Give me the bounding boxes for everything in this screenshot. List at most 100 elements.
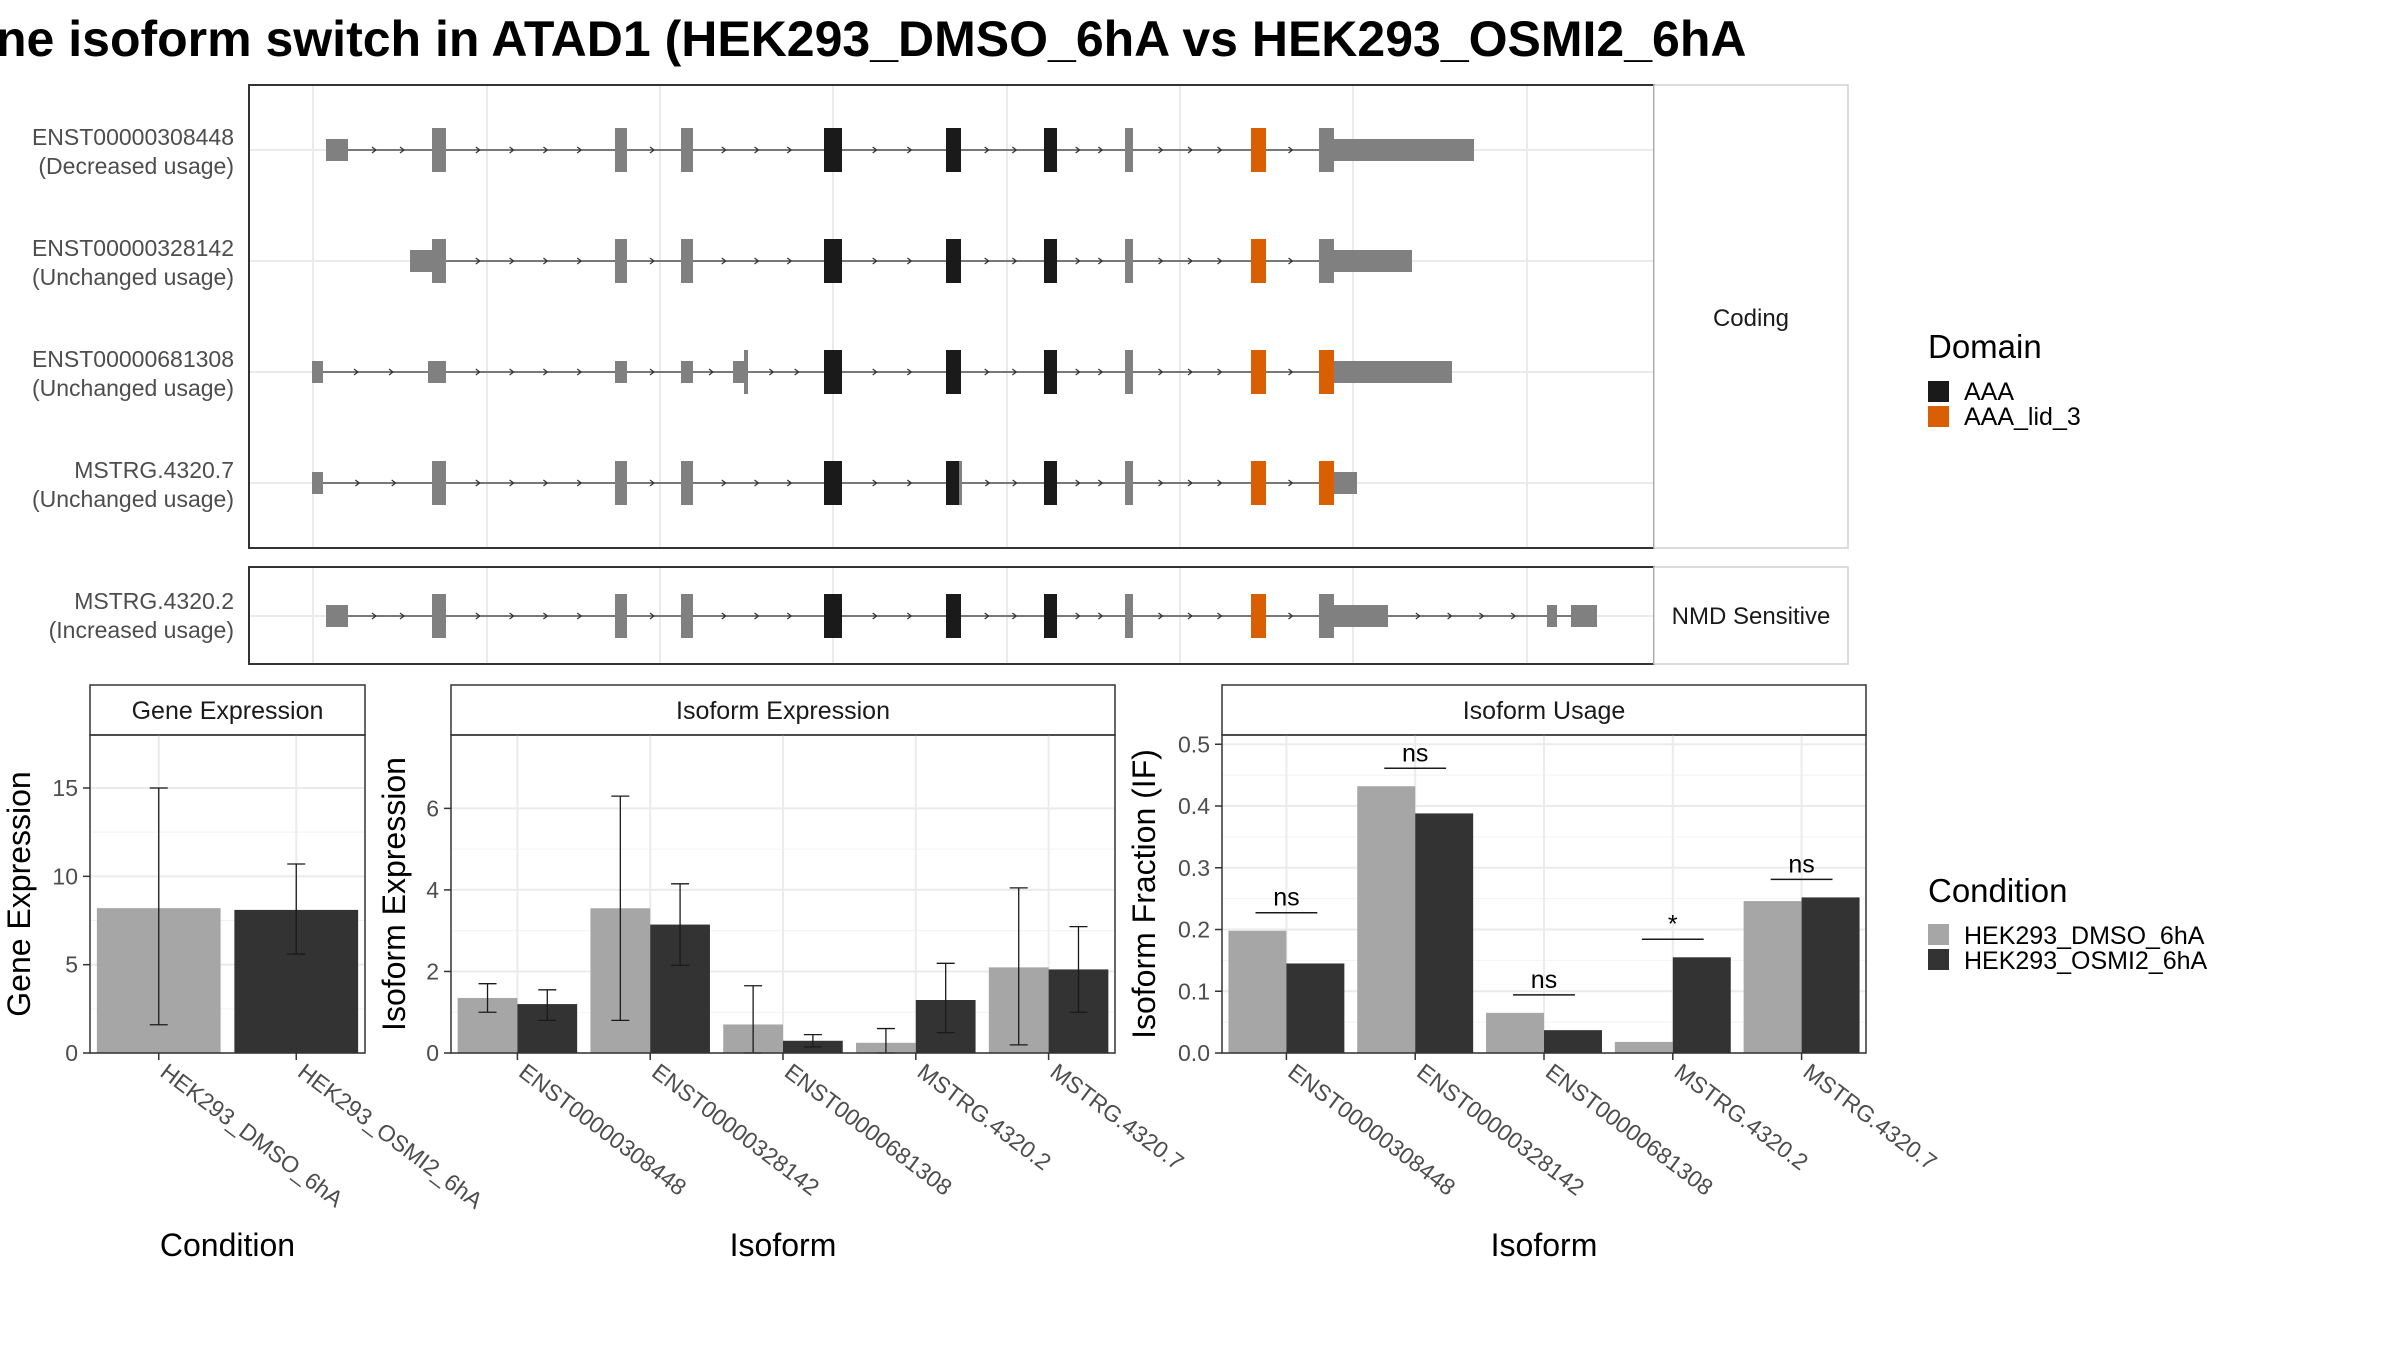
- intron-arrow: [906, 479, 913, 487]
- intron-arrow: [1011, 368, 1018, 376]
- exon: [1334, 605, 1388, 627]
- aaa-domain-exon: [1044, 239, 1057, 283]
- intron-arrow: [1158, 479, 1164, 487]
- exon: [615, 128, 627, 172]
- exon: [681, 128, 693, 172]
- intron-arrow: [1012, 479, 1018, 487]
- exon: [1547, 605, 1557, 627]
- intron-arrow: [1187, 146, 1193, 154]
- exon: [615, 239, 627, 283]
- intron-arrow: [786, 479, 793, 487]
- exon: [615, 361, 627, 383]
- intron-arrow: [1158, 146, 1164, 154]
- intron-arrow: [509, 146, 515, 154]
- exon: [1334, 139, 1474, 161]
- intron-arrow: [543, 257, 549, 265]
- legend-key-osmi2: [1928, 949, 1949, 970]
- intron-arrow: [1097, 612, 1104, 620]
- intron-arrow: [576, 612, 583, 620]
- intron-arrow: [1288, 146, 1294, 154]
- structure-nmd-panel: NMD Sensitive: [248, 566, 1849, 665]
- exon: [1125, 594, 1133, 638]
- intron-arrow: [475, 368, 481, 376]
- panel-strip-title: Isoform Expression: [676, 697, 890, 725]
- panel-strip-title: Isoform Usage: [1463, 697, 1626, 725]
- significance-label: ns: [1531, 966, 1557, 994]
- intron-arrow: [371, 612, 377, 620]
- y-tick-label: 0: [65, 1040, 78, 1066]
- intron-arrow: [984, 146, 990, 154]
- intron-arrow: [371, 146, 377, 154]
- intron-arrow: [721, 257, 727, 265]
- intron-arrow: [391, 479, 397, 487]
- y-tick-label: 0: [426, 1040, 439, 1066]
- aaa-lid-3-domain-exon: [1251, 461, 1266, 505]
- intron-arrow: [509, 612, 515, 620]
- exon: [681, 239, 693, 283]
- intron-arrow: [1415, 612, 1421, 620]
- intron-arrow: [1187, 479, 1193, 487]
- exon: [615, 594, 627, 638]
- exon: [1125, 128, 1133, 172]
- intron-arrow: [1075, 146, 1081, 154]
- exon: [959, 461, 962, 505]
- significance-label: ns: [1788, 850, 1814, 878]
- intron-arrow: [1075, 257, 1081, 265]
- legend-label-aaa: AAA: [1964, 378, 2014, 406]
- exon: [1319, 128, 1334, 172]
- isoform-track: [410, 239, 1412, 283]
- panel-border: [450, 734, 1116, 1054]
- x-axis-title: Condition: [160, 1227, 295, 1263]
- bar-osmi2: [1672, 957, 1731, 1053]
- intron-arrow: [906, 257, 913, 265]
- exon: [432, 594, 446, 638]
- intron-arrow: [906, 368, 913, 376]
- y-tick-label: 0.0: [1178, 1040, 1210, 1066]
- isoform-labels: ENST00000308448 (Decreased usage) ENST00…: [32, 124, 234, 643]
- coding-strip-label: Coding: [1713, 305, 1789, 332]
- nmd-strip-label: NMD Sensitive: [1672, 603, 1831, 630]
- intron-arrow: [576, 146, 583, 154]
- intron-arrow: [1097, 479, 1104, 487]
- intron-arrow: [754, 479, 760, 487]
- intron-arrow: [576, 257, 583, 265]
- intron-arrow: [1217, 612, 1223, 620]
- exon: [1334, 250, 1412, 272]
- panel-border: [1221, 734, 1867, 1054]
- intron-arrow: [649, 612, 655, 620]
- intron-arrow: [543, 479, 549, 487]
- aaa-domain-exon: [824, 128, 842, 172]
- significance-label: *: [1668, 910, 1678, 938]
- aaa-domain-exon: [824, 594, 842, 638]
- intron-arrow: [649, 479, 655, 487]
- intron-arrow: [754, 612, 760, 620]
- intron-arrow: [1075, 368, 1081, 376]
- intron-arrow: [475, 479, 481, 487]
- intron-arrow: [721, 479, 727, 487]
- aaa-domain-exon: [946, 128, 961, 172]
- bar-dmso: [1486, 1012, 1544, 1053]
- aaa-domain-exon: [946, 239, 961, 283]
- isoform-track: [312, 461, 1357, 505]
- intron-arrow: [794, 368, 800, 376]
- intron-arrow: [1288, 368, 1294, 376]
- exon: [326, 139, 348, 161]
- intron-arrow: [399, 612, 405, 620]
- x-axis-title: Isoform: [1491, 1227, 1598, 1263]
- intron-arrow: [754, 257, 760, 265]
- intron-arrow: [1158, 612, 1164, 620]
- exon: [733, 361, 745, 383]
- aaa-domain-exon: [1044, 461, 1057, 505]
- bar-osmi2: [1415, 813, 1474, 1053]
- domain-legend-title: Domain: [1928, 328, 2042, 365]
- y-tick-label: 6: [426, 795, 439, 821]
- intron-arrow: [1217, 146, 1223, 154]
- aaa-domain-exon: [1044, 128, 1057, 172]
- isoform-track: [326, 128, 1474, 172]
- legend-key-dmso: [1928, 924, 1949, 945]
- intron-arrow: [475, 146, 481, 154]
- significance-label: ns: [1273, 884, 1299, 912]
- intron-arrow: [754, 146, 760, 154]
- exon: [1319, 594, 1334, 638]
- isoform-label-name: MSTRG.4320.7: [74, 457, 234, 483]
